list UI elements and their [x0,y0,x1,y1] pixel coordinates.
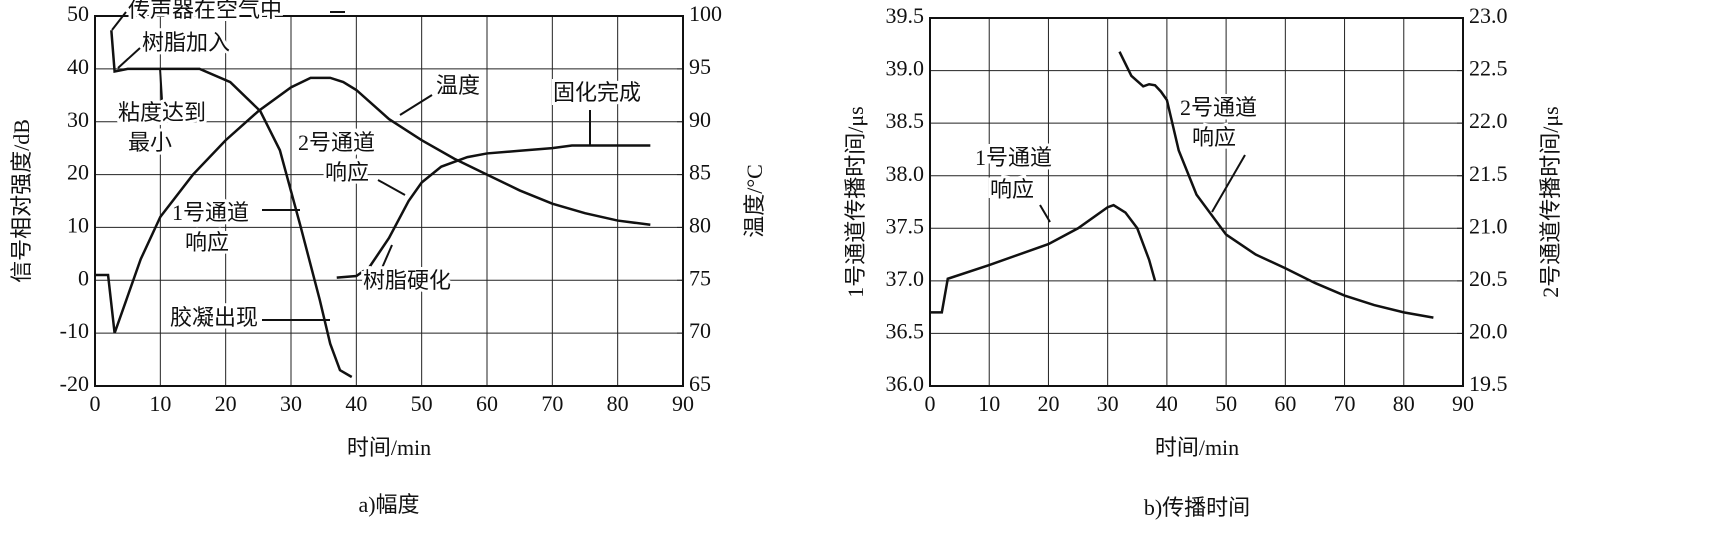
y2-tick-label: 65 [689,371,711,396]
chart-caption: a)幅度 [358,492,419,517]
y-tick-label: 37.0 [886,266,925,291]
leader-line [381,244,393,269]
plot-frame [929,17,1464,387]
annotation: 响应 [185,230,229,255]
annotation: 温度 [436,73,480,98]
leader-line [1039,204,1051,223]
y-tick-label: 50 [67,1,89,26]
x-tick-label: 20 [215,391,237,416]
x-tick-label: 70 [1334,391,1356,416]
x-tick-label: 50 [1215,391,1237,416]
y-tick-label: 36.5 [886,318,925,343]
y2-tick-label: 90 [689,107,711,132]
x-tick-label: 10 [978,391,1000,416]
x-tick-label: 30 [280,391,302,416]
y-tick-label: 38.5 [886,108,925,133]
y-tick-label: 38.0 [886,161,925,186]
y-tick-label: 30 [67,107,89,132]
x-tick-label: 40 [345,391,367,416]
annotation: 1号通道 [172,200,249,225]
y-tick-label: -10 [60,318,89,343]
x-tick-label: 90 [672,391,694,416]
annotation: 传声器在空气中 [128,0,282,22]
annotation: 响应 [990,177,1034,202]
y-tick-label: 39.0 [886,56,925,81]
annotation: 1号通道 [975,145,1052,170]
annotation: 固化完成 [553,80,641,105]
plot-frame [94,15,684,387]
x-tick-label: 20 [1037,391,1059,416]
y-tick-label: 36.0 [886,371,925,396]
x-tick-label: 60 [1274,391,1296,416]
annotation: 树脂加入 [142,30,230,55]
x-axis-label: 时间/min [1155,435,1239,460]
annotation: 最小 [128,130,172,155]
y2-tick-label: 21.5 [1469,161,1508,186]
leader-line [117,47,141,69]
y2-tick-label: 75 [689,265,711,290]
annotation: 2号通道 [298,130,375,155]
y2-tick-label: 100 [689,1,722,26]
y-tick-label: 40 [67,54,89,79]
y2-tick-label: 23.0 [1469,3,1508,28]
data-line [336,144,651,279]
x-tick-label: 0 [925,391,936,416]
y-tick-label: 39.5 [886,3,925,28]
x-tick-label: 80 [1393,391,1415,416]
x-tick-label: 80 [607,391,629,416]
x-tick-label: 0 [90,391,101,416]
data-line [930,203,1157,314]
x-tick-label: 40 [1156,391,1178,416]
y-axis-label: 信号相对强度/dB [9,119,34,283]
y2-tick-label: 19.5 [1469,371,1508,396]
y-tick-label: 0 [78,265,89,290]
x-axis-label: 时间/min [347,435,431,460]
y2-tick-label: 20.5 [1469,266,1508,291]
y2-tick-label: 80 [689,212,711,237]
y2-tick-label: 70 [689,318,711,343]
annotation: 胶凝出现 [170,305,258,330]
y2-tick-label: 22.5 [1469,56,1508,81]
y-axis-label: 1号通道传播时间/μs [843,106,868,297]
annotation: 树脂硬化 [363,268,451,293]
y2-tick-label: 22.0 [1469,108,1508,133]
y2-axis-label: 温度/°C [742,164,767,238]
y-tick-label: 10 [67,212,89,237]
x-tick-label: 30 [1097,391,1119,416]
x-tick-label: 60 [476,391,498,416]
leader-line [1211,154,1246,213]
annotation: 2号通道 [1180,95,1257,120]
annotation: 响应 [325,160,369,185]
data-line [95,76,651,334]
x-tick-label: 10 [149,391,171,416]
y2-tick-label: 85 [689,160,711,185]
y2-tick-label: 21.0 [1469,213,1508,238]
y2-tick-label: 95 [689,54,711,79]
leader-line [111,11,127,31]
leader-line [159,67,163,101]
x-tick-label: 70 [541,391,563,416]
data-line [1118,51,1434,319]
y-tick-label: -20 [60,371,89,396]
x-tick-label: 90 [1452,391,1474,416]
y-tick-label: 20 [67,160,89,185]
annotation: 响应 [1192,125,1236,150]
x-tick-label: 50 [411,391,433,416]
leader-line [377,179,406,196]
annotation: 粘度达到 [118,100,206,125]
y2-axis-label: 2号通道传播时间/μs [1538,106,1563,297]
leader-line [399,94,433,116]
y2-tick-label: 20.0 [1469,318,1508,343]
chart-caption: b)传播时间 [1144,495,1250,520]
y-tick-label: 37.5 [886,213,925,238]
